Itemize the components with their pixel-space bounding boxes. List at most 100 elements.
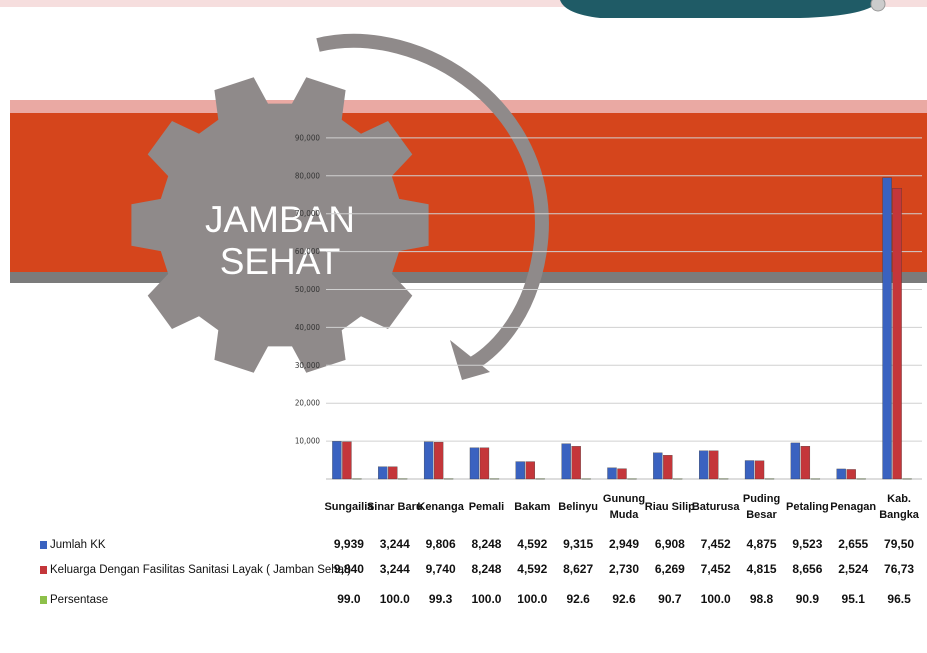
table-cell: 99.3 xyxy=(429,592,453,606)
table-cell: 100.0 xyxy=(471,592,501,606)
band-bottom xyxy=(10,272,927,283)
bar xyxy=(535,478,545,480)
band-top xyxy=(10,100,927,113)
x-tick-label: Petaling xyxy=(786,501,829,513)
table-cell: 95.1 xyxy=(842,592,866,606)
bar xyxy=(617,468,627,480)
y-tick-label: 30,000 xyxy=(295,361,321,370)
top-decoration xyxy=(560,0,880,18)
table-cell: 8,656 xyxy=(792,562,822,576)
arrow-head xyxy=(450,340,490,380)
bar xyxy=(581,478,591,480)
table-cell: 2,730 xyxy=(609,562,639,576)
bar xyxy=(810,478,821,480)
bar xyxy=(469,447,480,480)
bar xyxy=(836,468,846,480)
bar xyxy=(398,478,408,480)
table-cell: 98.8 xyxy=(750,592,774,606)
bar xyxy=(719,478,729,480)
x-tick-label: Kenanga xyxy=(417,501,464,513)
table-cell: 9,315 xyxy=(563,537,593,551)
legend-label: Persentase xyxy=(50,594,108,606)
bar xyxy=(790,442,801,480)
bar xyxy=(754,460,765,480)
table-cell: 100.0 xyxy=(380,592,410,606)
table-cell: 9,806 xyxy=(426,537,456,551)
table-cell: 2,949 xyxy=(609,537,639,551)
table-cell: 90.7 xyxy=(658,592,682,606)
bar xyxy=(388,466,398,480)
x-tick-label: Bakam xyxy=(514,501,550,513)
table-cell: 9,939 xyxy=(334,537,364,551)
bar xyxy=(571,446,581,480)
bar xyxy=(856,478,866,480)
bar xyxy=(352,478,362,480)
legend-swatch xyxy=(40,566,47,574)
table-cell: 9,740 xyxy=(426,562,456,576)
bar xyxy=(699,450,709,480)
bar xyxy=(846,469,856,480)
bar xyxy=(607,467,617,480)
bar xyxy=(525,461,535,480)
x-tick-label: Belinyu xyxy=(558,501,598,513)
table-cell: 6,269 xyxy=(655,562,685,576)
bar xyxy=(902,478,912,480)
bar xyxy=(882,177,892,480)
x-tick-label: Gunung Muda xyxy=(603,493,645,521)
bar xyxy=(709,450,719,480)
table-cell: 9,523 xyxy=(792,537,822,551)
table-cell: 8,248 xyxy=(471,537,501,551)
y-tick-label: 90,000 xyxy=(295,133,321,142)
table-cell: 79,50 xyxy=(884,537,914,551)
x-tick-label: Pemali xyxy=(469,501,504,513)
gear-body xyxy=(131,77,429,373)
table-cell: 100.0 xyxy=(517,592,547,606)
table-cell: 4,592 xyxy=(517,537,547,551)
table-cell: 4,815 xyxy=(747,562,777,576)
table-cell: 2,524 xyxy=(838,562,868,576)
bar xyxy=(443,478,454,480)
table-cell: 3,244 xyxy=(380,562,410,576)
table-cell: 100.0 xyxy=(701,592,731,606)
bar xyxy=(800,446,811,480)
table-cell: 4,875 xyxy=(747,537,777,551)
bar xyxy=(423,441,434,480)
x-tick-label: Sungailia xyxy=(324,501,374,513)
bar xyxy=(332,441,342,480)
gear-title: JAMBAN SEHAT xyxy=(205,199,355,282)
x-tick-label: Kab. Bangka xyxy=(879,493,920,521)
table-cell: 6,908 xyxy=(655,537,685,551)
legend-swatch xyxy=(40,596,47,604)
top-knob xyxy=(870,0,886,12)
table-cell: 96.5 xyxy=(887,592,911,606)
bar xyxy=(673,478,683,480)
table-cell: 4,592 xyxy=(517,562,547,576)
gear xyxy=(131,77,429,373)
bar xyxy=(378,466,388,480)
bar xyxy=(663,455,673,480)
table-cell: 3,244 xyxy=(380,537,410,551)
bar xyxy=(744,460,755,480)
bar xyxy=(515,461,525,480)
bar xyxy=(433,441,444,480)
table-cell: 90.9 xyxy=(796,592,820,606)
table-cell: 8,248 xyxy=(471,562,501,576)
table-cell: 9,840 xyxy=(334,562,364,576)
x-tick-label: Riau Silip xyxy=(645,501,695,513)
y-tick-label: 70,000 xyxy=(295,209,321,218)
top-strip xyxy=(0,0,927,7)
bar xyxy=(653,452,663,480)
table-cell: 7,452 xyxy=(701,562,731,576)
legend-label: Keluarga Dengan Fasilitas Sanitasi Layak… xyxy=(50,564,351,576)
y-tick-label: 80,000 xyxy=(295,171,321,180)
table-cell: 92.6 xyxy=(566,592,590,606)
y-tick-label: 20,000 xyxy=(295,399,321,408)
table-cell: 2,655 xyxy=(838,537,868,551)
bar xyxy=(561,443,571,480)
table-cell: 92.6 xyxy=(612,592,636,606)
bar xyxy=(489,478,500,480)
y-tick-label: 60,000 xyxy=(295,247,321,256)
y-tick-label: 40,000 xyxy=(295,323,321,332)
bar xyxy=(479,447,490,480)
bar xyxy=(627,478,637,480)
